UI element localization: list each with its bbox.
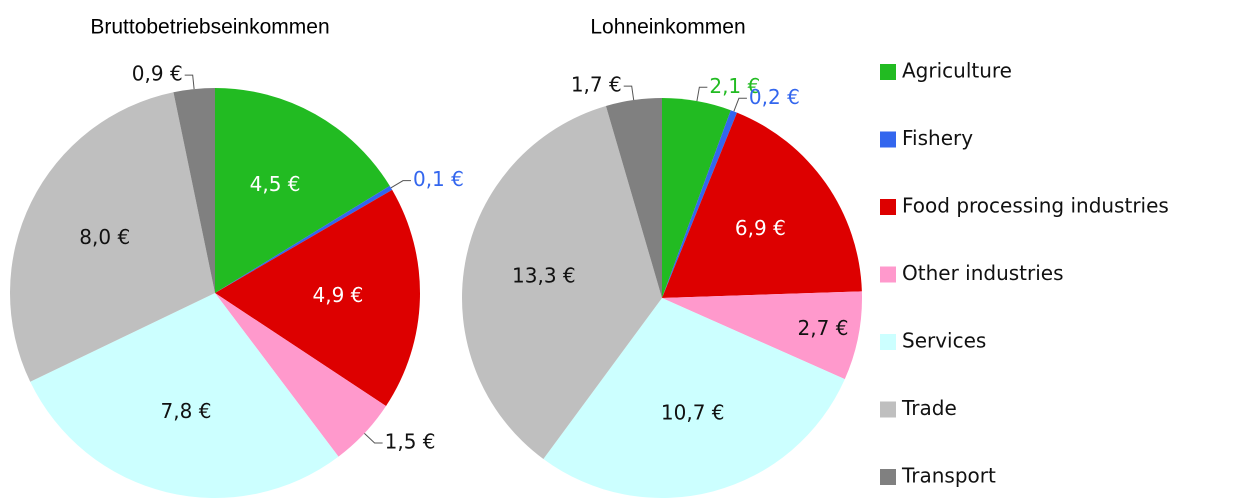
value-label: 13,3 € <box>512 264 576 288</box>
pie-slice <box>662 110 737 298</box>
legend-swatch <box>880 334 896 350</box>
legend-label: Trade <box>901 396 957 420</box>
pie-slice <box>30 293 339 498</box>
chart-title: Lohneinkommen <box>590 16 745 39</box>
value-label: 0,9 € <box>132 62 183 86</box>
value-label: 4,9 € <box>313 283 364 307</box>
legend-label: Other industries <box>902 261 1064 285</box>
value-label: 2,1 € <box>709 74 760 98</box>
legend-swatch <box>880 199 896 215</box>
value-label: 8,0 € <box>79 225 130 249</box>
legend-swatch <box>880 266 896 283</box>
pie-slice <box>173 88 215 293</box>
pie-slice <box>662 291 862 380</box>
leader-line <box>390 180 411 189</box>
legend-label: Transport <box>901 464 996 488</box>
leader-line <box>184 74 195 90</box>
legend-label: Fishery <box>902 126 973 150</box>
pie-slice <box>215 88 390 293</box>
pie-slice <box>215 185 393 293</box>
legend-swatch <box>880 64 896 80</box>
legend-swatch <box>880 469 896 485</box>
pie-slice <box>605 98 662 298</box>
value-label: 7,8 € <box>161 399 212 423</box>
chart-title: Bruttobetriebseinkommen <box>90 16 329 39</box>
pie-slice <box>662 112 862 298</box>
value-label: 6,9 € <box>735 216 786 240</box>
legend-label: Agriculture <box>902 59 1012 83</box>
leader-line <box>623 85 635 101</box>
pie-slice <box>662 98 731 298</box>
leader-line <box>696 86 708 102</box>
legend-swatch <box>880 401 896 418</box>
legend-label: Food processing industries <box>902 194 1169 218</box>
value-label: 0,2 € <box>749 85 800 109</box>
legend-swatch <box>880 131 896 148</box>
pie-slice <box>215 293 387 457</box>
value-label: 0,1 € <box>413 167 464 191</box>
value-label: 1,5 € <box>385 429 436 453</box>
pie-slice <box>543 298 845 499</box>
value-label: 4,5 € <box>250 172 301 196</box>
pie-slice <box>462 106 662 460</box>
value-label: 2,7 € <box>798 316 849 340</box>
leader-line <box>364 433 383 444</box>
pie-slice <box>10 92 215 382</box>
value-label: 10,7 € <box>661 400 725 424</box>
pie-slice <box>215 189 421 407</box>
legend-label: Services <box>902 329 986 353</box>
value-label: 1,7 € <box>571 73 622 97</box>
leader-line <box>733 97 747 112</box>
